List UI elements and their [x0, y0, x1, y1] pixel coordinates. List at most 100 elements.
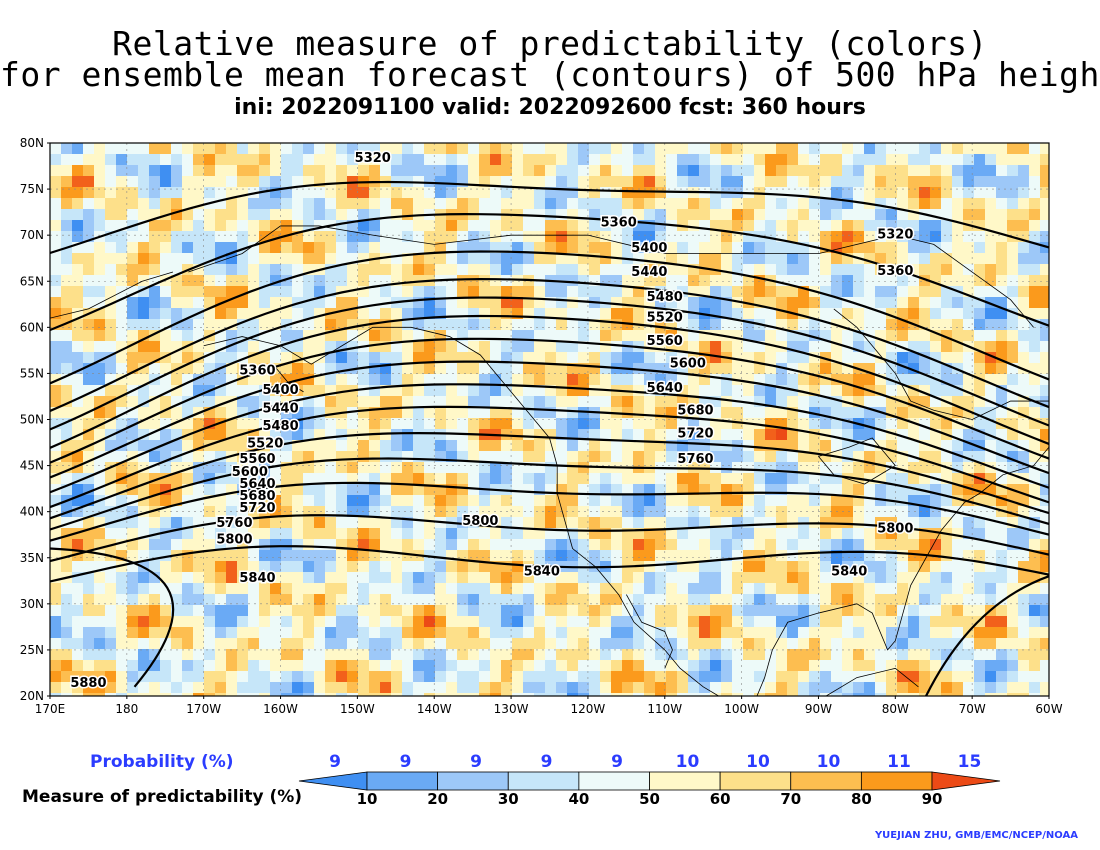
- credit-text: YUEJIAN ZHU, GMB/EMC/NCEP/NOAA: [874, 830, 1078, 841]
- lon-label: 100W: [724, 702, 759, 716]
- probability-value: 11: [887, 752, 911, 772]
- lat-label: 40N: [20, 505, 44, 519]
- lon-label: 120W: [571, 702, 606, 716]
- lon-label: 70W: [959, 702, 986, 716]
- contour-label: 5840: [239, 571, 275, 586]
- lat-label: 60N: [20, 320, 44, 334]
- colorbar-tick: 20: [427, 790, 449, 808]
- contour-label: 5480: [262, 419, 298, 434]
- lon-label: 140W: [417, 702, 452, 716]
- colorbar-tick: 70: [780, 790, 802, 808]
- colorbar-bin: [366, 771, 439, 791]
- colorbar-bin: [578, 771, 650, 791]
- contour-label: 5760: [677, 452, 713, 467]
- colorbar-left-arrow: [298, 771, 368, 791]
- contour-label: 5640: [239, 477, 275, 492]
- lon-label: 170E: [35, 702, 66, 716]
- contour-label: 5600: [670, 356, 706, 371]
- title-line-1: Relative measure of predictability (colo…: [112, 24, 988, 63]
- contour-label: 5640: [647, 381, 683, 396]
- contour-label: 5560: [239, 452, 275, 467]
- contour-label: 5720: [239, 501, 275, 516]
- contour-labels: 5320 5320 5360 5360 5360 5400 5400 5440 5440 5480…: [69, 149, 915, 692]
- probability-value: 10: [816, 752, 841, 772]
- contour-label: 5520: [247, 437, 283, 452]
- contour-label: 5560: [647, 334, 683, 349]
- colorbar-bin: [649, 771, 721, 791]
- height-contours: [50, 180, 1049, 696]
- colorbar-bin: [719, 771, 792, 791]
- colorbar-tick: 60: [709, 790, 731, 808]
- probability-value: 9: [611, 752, 623, 772]
- colorbar-tick: 40: [568, 790, 590, 808]
- lat-label: 25N: [20, 643, 44, 657]
- contour-label: 5800: [462, 514, 498, 529]
- axis-labels: 80N75N70N65N60N55N50N45N40N35N30N25N20N1…: [20, 136, 1063, 716]
- contour-label: 5360: [601, 215, 637, 230]
- probability-value: 9: [329, 752, 341, 772]
- lat-label: 80N: [20, 136, 44, 150]
- contour-label: 5400: [631, 241, 667, 256]
- contour-label: 5400: [262, 383, 298, 398]
- colorbar-tick: 80: [850, 790, 872, 808]
- contour-label: 5320: [355, 151, 391, 166]
- title-line-2: for ensemble mean forecast (contours) of…: [0, 55, 1100, 94]
- contour-label: 5440: [262, 402, 298, 417]
- lon-label: 60W: [1035, 702, 1062, 716]
- coastlines: [50, 225, 1049, 696]
- probability-label: Probability (%): [90, 752, 234, 772]
- contour-label: 5800: [216, 532, 252, 547]
- contour-label: 5760: [216, 516, 252, 531]
- title-line-3: ini: 2022091100 valid: 2022092600 fcst: …: [234, 95, 866, 120]
- colorbar-bin: [860, 771, 933, 791]
- contour-label: 5320: [877, 227, 913, 242]
- probability-value: 15: [957, 752, 982, 772]
- contour-label: 5720: [677, 426, 713, 441]
- contour-label: 5520: [647, 310, 683, 325]
- colorbar-tick: 30: [497, 790, 519, 808]
- lon-label: 150W: [340, 702, 375, 716]
- lat-label: 55N: [20, 366, 44, 380]
- contour-label: 5360: [877, 264, 913, 279]
- lon-label: 180: [115, 702, 138, 716]
- lon-label: 170W: [186, 702, 221, 716]
- lat-label: 45N: [20, 459, 44, 473]
- colorbar-tick: 50: [639, 790, 660, 808]
- contour-label: 5840: [831, 565, 867, 580]
- colorbar-bin: [790, 771, 862, 791]
- contour-label: 5840: [524, 565, 560, 580]
- probability-value: 9: [399, 752, 412, 772]
- lat-label: 65N: [20, 274, 44, 288]
- contour-label: 5680: [239, 489, 275, 504]
- lon-label: 110W: [647, 702, 682, 716]
- probability-value: 9: [540, 752, 553, 772]
- lat-label: 50N: [20, 413, 44, 427]
- measure-of-predictability-label: Measure of predictability (%): [22, 787, 303, 807]
- colorbar-right-arrow: [931, 771, 1001, 791]
- probability-value: 10: [746, 752, 770, 772]
- lat-label: 75N: [20, 182, 44, 196]
- contour-label: 5600: [232, 465, 268, 480]
- contour-label: 5480: [647, 290, 683, 305]
- lon-label: 160W: [263, 702, 298, 716]
- colorbar-tick: 90: [921, 790, 943, 808]
- lat-label: 35N: [20, 551, 44, 565]
- probability-value: 9: [470, 752, 482, 772]
- contour-label: 5360: [239, 364, 275, 379]
- contour-label: 5440: [631, 265, 667, 280]
- lat-label: 30N: [20, 597, 44, 611]
- contour-label: 5680: [677, 403, 713, 418]
- colorbar-tick: 10: [356, 790, 378, 808]
- contour-label: 5880: [70, 676, 106, 691]
- colorbar-bin: [507, 771, 580, 791]
- colorbar: [298, 771, 1001, 791]
- probability-value: 10: [675, 752, 700, 772]
- lat-label: 70N: [20, 228, 44, 242]
- lon-label: 90W: [805, 702, 832, 716]
- lat-label: 20N: [20, 689, 44, 703]
- lon-label: 130W: [494, 702, 529, 716]
- lon-label: 80W: [882, 702, 909, 716]
- contour-label: 5800: [877, 521, 913, 536]
- colorbar-bin: [437, 771, 509, 791]
